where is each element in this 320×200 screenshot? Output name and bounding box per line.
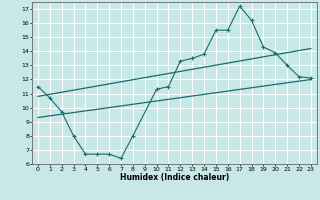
X-axis label: Humidex (Indice chaleur): Humidex (Indice chaleur) (120, 173, 229, 182)
